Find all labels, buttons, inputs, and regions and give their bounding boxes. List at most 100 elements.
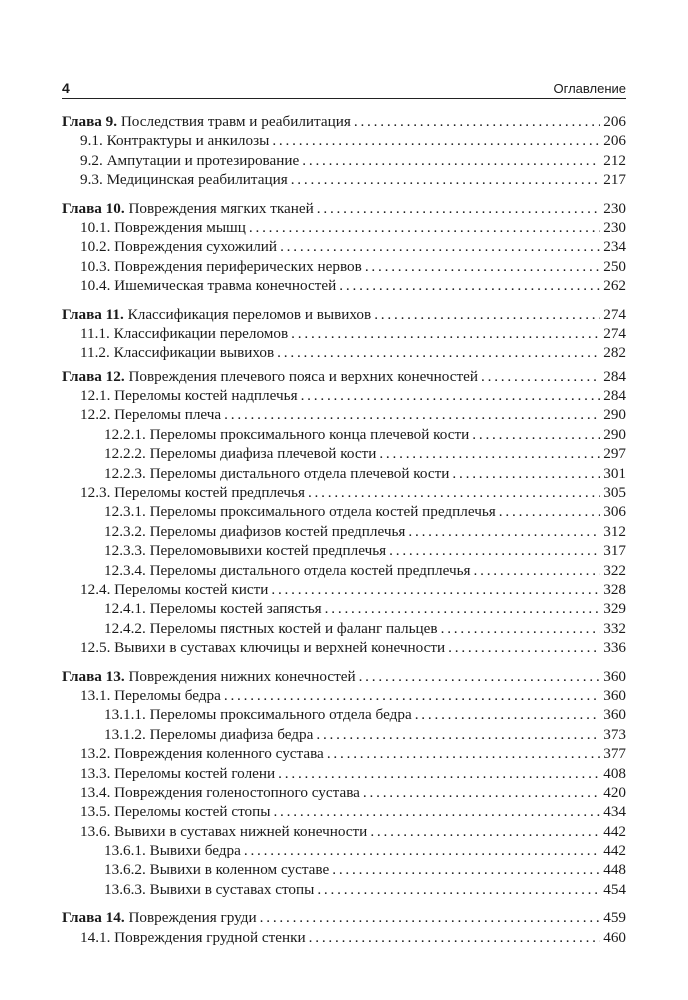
toc-page-number: 360 [603,667,626,685]
entry-title-text: Повреждения мягких тканей [128,199,314,217]
toc-section-entry[interactable]: 13.6.1. Вывихи бедра 442 [62,841,626,860]
toc-page-number: 336 [603,639,626,657]
toc-entry-title: 13.6.1. Вывихи бедра [104,841,241,860]
toc-section-entry[interactable]: 12.4.2. Переломы пястных костей и фаланг… [62,619,626,638]
toc-entry-title: 13.6. Вывихи в суставах нижней конечност… [80,822,367,841]
toc-entry-title: 12.2.2. Переломы диафиза плечевой кости [104,444,376,463]
entry-title-text: 10.2. Повреждения сухожилий [80,238,278,256]
toc-page-number: 290 [603,406,626,424]
toc-section-entry[interactable]: 12.3.4. Переломы дистального отдела кост… [62,561,626,580]
toc-section-entry[interactable]: 12.2.2. Переломы диафиза плечевой кости 2… [62,444,626,463]
dot-leader [325,599,601,618]
dot-leader [316,725,600,744]
toc-entry-title: Глава 10. Повреждения мягких тканей [62,199,314,218]
toc-section-entry[interactable]: 13.4. Повреждения голеностопного сустава… [62,783,626,802]
toc-section-entry[interactable]: 9.1. Контрактуры и анкилозы 206 [62,131,626,150]
entry-title-text: 12.5. Вывихи в суставах ключицы и верхне… [80,639,446,657]
toc-section-entry[interactable]: 12.2.1. Переломы проксимального конца пл… [62,425,626,444]
entry-title-text: 13.6.1. Вывихи бедра [104,842,241,860]
toc-section-entry[interactable]: 12.3.3. Переломовывихи костей предплечья… [62,541,626,560]
toc-section-entry[interactable]: 13.1.1. Переломы проксимального отдела б… [62,705,626,724]
toc-section-entry[interactable]: 10.1. Повреждения мышц 230 [62,218,626,237]
chapter-label: Глава 11. [62,305,124,323]
toc-section-entry[interactable]: 10.4. Ишемическая травма конечностей 262 [62,276,626,295]
toc-section-entry[interactable]: 13.2. Повреждения коленного сустава 377 [62,744,626,763]
toc-section-entry[interactable]: 12.3. Переломы костей предплечья 305 [62,483,626,502]
toc-page-number: 284 [603,387,626,405]
toc-entry-title: 12.4.2. Переломы пястных костей и фаланг… [104,619,438,638]
entry-title-text: 10.3. Повреждения периферических нервов [80,257,362,275]
dot-leader [472,425,600,444]
toc-page-number: 332 [603,619,626,637]
toc-entry-title: 10.2. Повреждения сухожилий [80,237,277,256]
toc-entry-title: 12.3.1. Переломы проксимального отдела к… [104,502,496,521]
toc-page-number: 274 [603,305,626,323]
entry-title-text: 12.2.2. Переломы диафиза плечевой кости [104,445,377,463]
toc-section-entry[interactable]: 12.3.1. Переломы проксимального отдела к… [62,502,626,521]
toc-section-entry[interactable]: 12.4. Переломы костей кисти 328 [62,580,626,599]
toc-section-entry[interactable]: 13.1. Переломы бедра 360 [62,686,626,705]
toc-entry-title: 11.1. Классификации переломов [80,324,288,343]
toc-page-number: 301 [603,464,626,482]
toc-section-entry[interactable]: 14.1. Повреждения грудной стенки 460 [62,928,626,947]
toc-page-number: 460 [603,928,626,946]
page-number: 4 [62,80,70,96]
toc-chapter-entry[interactable]: Глава 12. Повреждения плечевого пояса и … [62,367,626,386]
entry-title-text: 12.3.4. Переломы дистального отдела кост… [104,561,471,579]
dot-leader [280,237,600,256]
toc-entry-title: 13.3. Переломы костей голени [80,764,275,783]
entry-title-text: 12.4.2. Переломы пястных костей и фаланг… [104,619,438,637]
toc-section-entry[interactable]: 12.5. Вывихи в суставах ключицы и верхне… [62,638,626,657]
entry-title-text: Повреждения плечевого пояса и верхних ко… [128,367,478,385]
toc-section-entry[interactable]: 10.2. Повреждения сухожилий 234 [62,237,626,256]
entry-title-text: 12.2.1. Переломы проксимального конца пл… [104,425,470,443]
table-of-contents: Глава 9. Последствия травм и реабилитаци… [62,112,626,947]
dot-leader [273,802,600,821]
dot-leader [309,928,601,947]
toc-entry-title: Глава 13. Повреждения нижних конечностей [62,667,356,686]
toc-chapter-entry[interactable]: Глава 10. Повреждения мягких тканей 230 [62,199,626,218]
dot-leader [365,257,600,276]
toc-section-entry[interactable]: 12.2.3. Переломы дистального отдела плеч… [62,464,626,483]
dot-leader [291,324,600,343]
toc-section-entry[interactable]: 13.1.2. Переломы диафиза бедра 373 [62,725,626,744]
toc-section-entry[interactable]: 9.2. Ампутации и протезирование 212 [62,151,626,170]
toc-section-entry[interactable]: 9.3. Медицинская реабилитация 217 [62,170,626,189]
toc-entry-title: Глава 14. Повреждения груди [62,908,257,927]
toc-entry-title: 13.6.3. Вывихи в суставах стопы [104,880,314,899]
toc-section-entry[interactable]: 12.1. Переломы костей надплечья 284 [62,386,626,405]
dot-leader [499,502,600,521]
toc-section-entry[interactable]: 13.6. Вывихи в суставах нижней конечност… [62,822,626,841]
toc-section-entry[interactable]: 12.2. Переломы плеча 290 [62,405,626,424]
toc-page-number: 448 [603,861,626,879]
toc-section-entry[interactable]: 11.2. Классификации вывихов 282 [62,343,626,362]
entry-title-text: 12.2. Переломы плеча [80,406,222,424]
toc-page-number: 290 [603,425,626,443]
toc-entry-title: 10.3. Повреждения периферических нервов [80,257,362,276]
toc-chapter-entry[interactable]: Глава 9. Последствия травм и реабилитаци… [62,112,626,131]
toc-page-number: 420 [603,783,626,801]
toc-section-entry[interactable]: 12.4.1. Переломы костей запястья 329 [62,599,626,618]
toc-section-entry[interactable]: 13.5. Переломы костей стопы 434 [62,802,626,821]
toc-entry-title: 12.2.3. Переломы дистального отдела плеч… [104,464,449,483]
toc-page-number: 230 [603,199,626,217]
toc-section-entry[interactable]: 11.1. Классификации переломов 274 [62,324,626,343]
toc-chapter-entry[interactable]: Глава 14. Повреждения груди 459 [62,908,626,927]
toc-section-entry[interactable]: 10.3. Повреждения периферических нервов 2… [62,257,626,276]
toc-entry-title: 12.1. Переломы костей надплечья [80,386,298,405]
toc-section-entry[interactable]: 13.6.2. Вывихи в коленном суставе 448 [62,860,626,879]
toc-entry-title: 12.4.1. Переломы костей запястья [104,599,322,618]
entry-title-text: 12.1. Переломы костей надплечья [80,387,298,405]
toc-entry-title: 13.1.2. Переломы диафиза бедра [104,725,313,744]
toc-chapter-entry[interactable]: Глава 13. Повреждения нижних конечностей… [62,667,626,686]
dot-leader [332,860,600,879]
toc-chapter-entry[interactable]: Глава 11. Классификация переломов и выви… [62,305,626,324]
toc-section-entry[interactable]: 13.3. Переломы костей голени 408 [62,764,626,783]
toc-section-entry[interactable]: 13.6.3. Вывихи в суставах стопы 454 [62,880,626,899]
toc-entry-title: 13.6.2. Вывихи в коленном суставе [104,860,329,879]
toc-section-entry[interactable]: 12.3.2. Переломы диафизов костей предпле… [62,522,626,541]
entry-title-text: 11.2. Классификации вывихов [80,344,275,362]
dot-leader [441,619,601,638]
entry-title-text: 12.4. Переломы костей кисти [80,580,269,598]
toc-page-number: 282 [603,344,626,362]
